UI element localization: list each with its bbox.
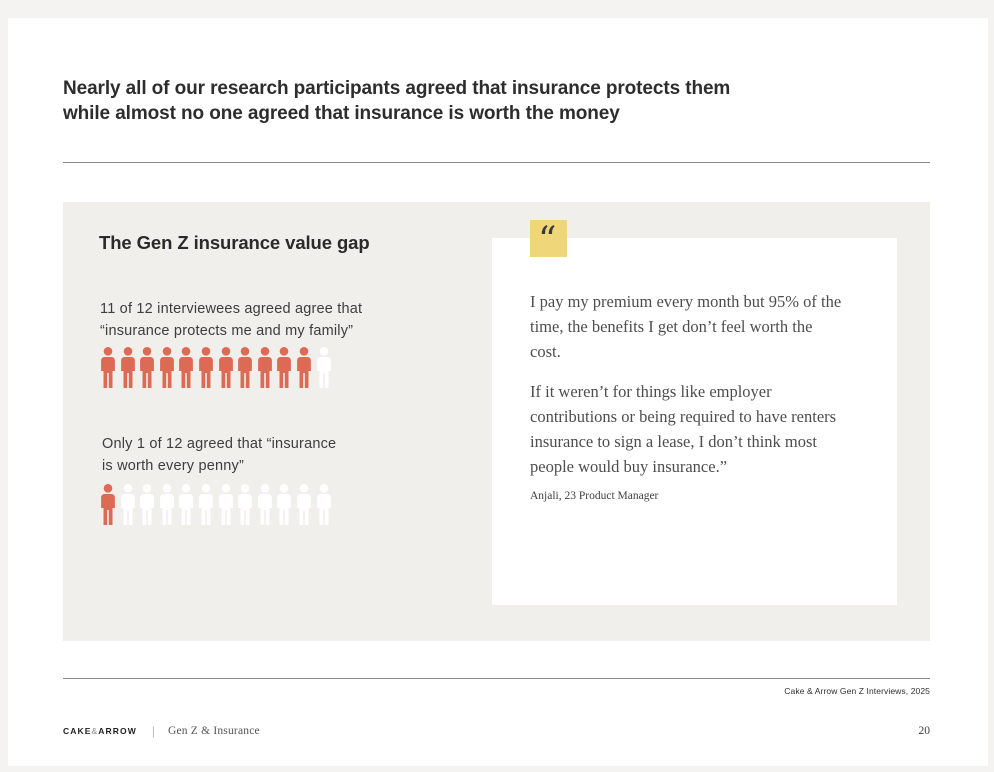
footer-doc-title: Gen Z & Insurance: [167, 725, 260, 737]
person-icon: [257, 347, 272, 388]
logo-ampersand: &: [91, 726, 99, 736]
page-number: 20: [918, 725, 931, 737]
footer-divider: [63, 678, 930, 679]
person-icon: [238, 347, 253, 388]
person-icon: [199, 347, 213, 388]
quote-card: “ I pay my premium every month but 95% o…: [492, 220, 897, 605]
quote-attribution: Anjali, 23 Product Manager: [530, 490, 659, 502]
person-icon: [120, 484, 135, 525]
person-icon: [277, 347, 292, 388]
stat-line: 11 of 12 interviewees agreed agree that: [100, 301, 363, 317]
footer: CAKE&ARROW | Gen Z & Insurance 20: [63, 724, 930, 738]
person-icon: [140, 484, 155, 525]
quote-paragraph: I pay my premium every month but 95% of …: [530, 292, 842, 361]
pictogram-row-protects: [100, 347, 332, 388]
stat-worth-penny: Only 1 of 12 agreed that “insurance is w…: [102, 433, 336, 477]
person-icon: [159, 484, 174, 525]
person-icon: [277, 484, 292, 525]
slide-title: Nearly all of our research participants …: [63, 78, 731, 124]
title-divider: [63, 162, 930, 163]
cake-and-arrow-logo: CAKE&ARROW: [63, 726, 137, 736]
person-icon: [297, 347, 311, 388]
person-icon: [140, 347, 155, 388]
value-gap-panel: The Gen Z insurance value gap 11 of 12 i…: [63, 202, 930, 641]
quote-text: I pay my premium every month but 95% of …: [530, 289, 845, 494]
person-icon: [120, 347, 135, 388]
person-icon: [218, 347, 233, 388]
person-icon: [297, 484, 311, 525]
person-icon: [316, 484, 331, 525]
quote-paragraph: If it weren’t for things like employer c…: [530, 382, 837, 476]
open-quote-icon: “: [538, 220, 557, 261]
stat-line: is worth every penny”: [102, 458, 245, 474]
quote-mark-badge: “: [530, 220, 567, 261]
person-icon: [238, 484, 253, 525]
panel-heading: The Gen Z insurance value gap: [99, 232, 370, 253]
person-icon: [179, 484, 194, 525]
person-icon: [316, 347, 331, 388]
person-icon: [101, 484, 115, 525]
person-icon: [199, 484, 213, 525]
slide-page: Nearly all of our research participants …: [8, 18, 988, 766]
person-icon: [257, 484, 272, 525]
pictogram-row-worth: [100, 484, 332, 525]
source-citation: Cake & Arrow Gen Z Interviews, 2025: [784, 686, 930, 696]
footer-separator: |: [151, 724, 155, 738]
person-icon: [179, 347, 194, 388]
person-icon: [218, 484, 233, 525]
person-icon: [101, 347, 115, 388]
stat-line: Only 1 of 12 agreed that “insurance: [102, 436, 337, 452]
person-icon: [159, 347, 174, 388]
stat-agree-protects: 11 of 12 interviewees agreed agree that …: [100, 298, 362, 342]
stat-line: “insurance protects me and my family”: [100, 323, 354, 339]
